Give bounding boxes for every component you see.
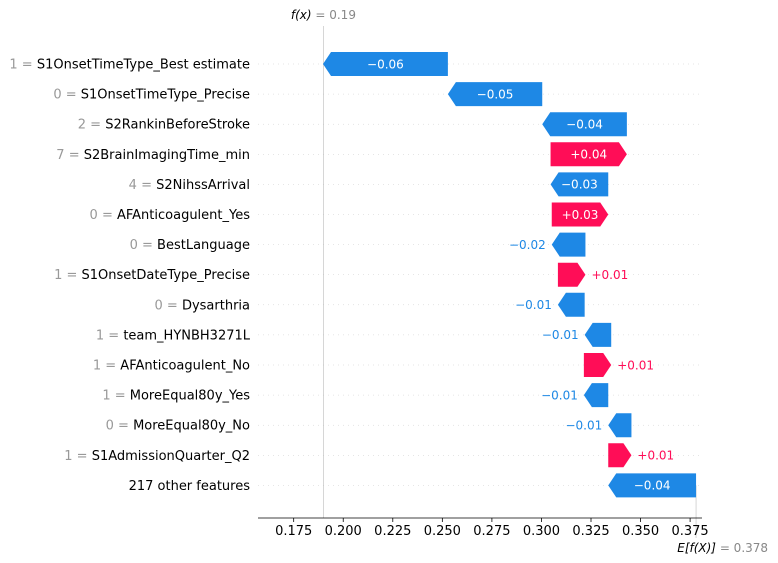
negative-bar bbox=[583, 383, 609, 408]
feature-label: 0 = BestLanguage bbox=[130, 238, 250, 253]
feature-label: 0 = S1OnsetTimeType_Precise bbox=[53, 88, 250, 103]
bar-value-label: −0.04 bbox=[634, 479, 671, 493]
bar-value-label: +0.04 bbox=[570, 148, 607, 162]
feature-name: MoreEqual80y_No bbox=[133, 419, 250, 434]
x-tick-label: 0.200 bbox=[325, 524, 362, 539]
bar-value-label: −0.01 bbox=[542, 328, 579, 342]
feature-name: BestLanguage bbox=[157, 238, 250, 253]
x-tick-label: 0.225 bbox=[374, 524, 411, 539]
positive-bar bbox=[551, 202, 609, 227]
fx-label: f(x) = 0.19 bbox=[291, 8, 356, 22]
x-tick-label: 0.325 bbox=[572, 524, 609, 539]
positive-bar bbox=[550, 142, 627, 167]
negative-bar bbox=[608, 413, 632, 438]
feature-value: 1 = bbox=[102, 389, 129, 404]
feature-name: AFAnticoagulent_Yes bbox=[117, 208, 250, 223]
x-tick-label: 0.275 bbox=[473, 524, 510, 539]
feature-value: 0 = bbox=[90, 208, 117, 223]
feature-value: 0 = bbox=[53, 88, 80, 103]
feature-value: 0 = bbox=[130, 238, 157, 253]
x-tick-label: 0.175 bbox=[275, 524, 312, 539]
x-tick-label: 0.350 bbox=[622, 524, 659, 539]
row-gridlines bbox=[258, 63, 702, 486]
feature-value: 1 = bbox=[54, 268, 81, 283]
bar-value-label: +0.03 bbox=[562, 208, 599, 222]
feature-label: 0 = MoreEqual80y_No bbox=[106, 419, 250, 434]
feature-label: 217 other features bbox=[129, 479, 251, 494]
feature-label: 4 = S2NihssArrival bbox=[129, 178, 250, 193]
feature-value: 0 = bbox=[106, 419, 133, 434]
feature-name: S2RankinBeforeStroke bbox=[105, 118, 250, 133]
feature-name: team_HYNBH3271L bbox=[123, 328, 250, 343]
bar-value-label: −0.01 bbox=[515, 298, 552, 312]
feature-name: S2BrainImagingTime_min bbox=[84, 148, 250, 163]
feature-value: 7 = bbox=[56, 148, 83, 163]
bar-value-label: −0.01 bbox=[565, 419, 602, 433]
feature-label: 1 = AFAnticoagulent_No bbox=[93, 359, 250, 374]
negative-bar bbox=[608, 473, 697, 498]
feature-labels: 1 = S1OnsetTimeType_Best estimate 0 = S1O… bbox=[9, 58, 250, 494]
feature-name: Dysarthria bbox=[182, 298, 250, 313]
bar-value-label: −0.01 bbox=[541, 388, 578, 402]
feature-name: S1OnsetDateType_Precise bbox=[82, 268, 251, 283]
feature-value: 1 = bbox=[96, 328, 123, 343]
bar-value-label: +0.01 bbox=[637, 449, 674, 463]
feature-name: S1OnsetTimeType_Best estimate bbox=[37, 58, 250, 73]
feature-value: 0 = bbox=[155, 298, 182, 313]
feature-label: 0 = Dysarthria bbox=[155, 298, 250, 313]
negative-bar bbox=[584, 322, 612, 347]
feature-label: 2 = S2RankinBeforeStroke bbox=[78, 118, 250, 133]
ex-label: E[f(X)] = 0.378 bbox=[677, 541, 768, 555]
feature-name: S1OnsetTimeType_Precise bbox=[81, 88, 250, 103]
x-tick-label: 0.300 bbox=[523, 524, 560, 539]
positive-bar bbox=[583, 353, 612, 377]
bar-value-label: +0.01 bbox=[617, 358, 654, 372]
feature-label: 0 = AFAnticoagulent_Yes bbox=[90, 208, 251, 223]
feature-name: S1AdmissionQuarter_Q2 bbox=[92, 449, 250, 464]
negative-bar bbox=[551, 232, 586, 257]
feature-name: 217 other features bbox=[129, 479, 251, 494]
feature-label: 1 = S1AdmissionQuarter_Q2 bbox=[64, 449, 250, 464]
negative-bar bbox=[447, 82, 543, 107]
feature-value: 1 = bbox=[64, 449, 91, 464]
bar-value-label: −0.02 bbox=[509, 238, 546, 252]
x-tick-label: 0.375 bbox=[671, 524, 708, 539]
negative-bar bbox=[323, 52, 448, 76]
negative-bar bbox=[557, 292, 585, 317]
feature-value: 1 = bbox=[93, 359, 120, 374]
feature-label: 1 = team_HYNBH3271L bbox=[96, 328, 251, 343]
negative-bar bbox=[550, 172, 609, 197]
feature-name: S2NihssArrival bbox=[156, 178, 250, 193]
feature-label: 7 = S2BrainImagingTime_min bbox=[56, 148, 250, 163]
negative-bar bbox=[542, 112, 627, 137]
feature-value: 1 = bbox=[9, 58, 36, 73]
bar-value-label: −0.03 bbox=[561, 178, 598, 192]
feature-label: 1 = MoreEqual80y_Yes bbox=[102, 389, 250, 404]
feature-name: MoreEqual80y_Yes bbox=[130, 389, 250, 404]
feature-label: 1 = S1OnsetDateType_Precise bbox=[54, 268, 250, 283]
bars: −0.06 −0.05 −0.04 +0.04 −0.03 +0.03 −0.02 +0.01… bbox=[323, 52, 697, 498]
x-axis: 0.175 0.200 0.225 0.250 0.275 0.300 0.325 0.350… bbox=[258, 517, 709, 539]
x-tick-label: 0.250 bbox=[424, 524, 461, 539]
positive-bar bbox=[557, 262, 586, 287]
feature-value: 4 = bbox=[129, 178, 156, 193]
feature-name: AFAnticoagulent_No bbox=[120, 359, 250, 374]
feature-label: 1 = S1OnsetTimeType_Best estimate bbox=[9, 58, 250, 73]
feature-value: 2 = bbox=[78, 118, 105, 133]
positive-bar bbox=[608, 443, 632, 468]
bar-value-label: −0.05 bbox=[477, 87, 514, 101]
bar-value-label: −0.06 bbox=[367, 57, 404, 71]
bar-value-label: +0.01 bbox=[591, 268, 628, 282]
bar-value-label: −0.04 bbox=[566, 118, 603, 132]
